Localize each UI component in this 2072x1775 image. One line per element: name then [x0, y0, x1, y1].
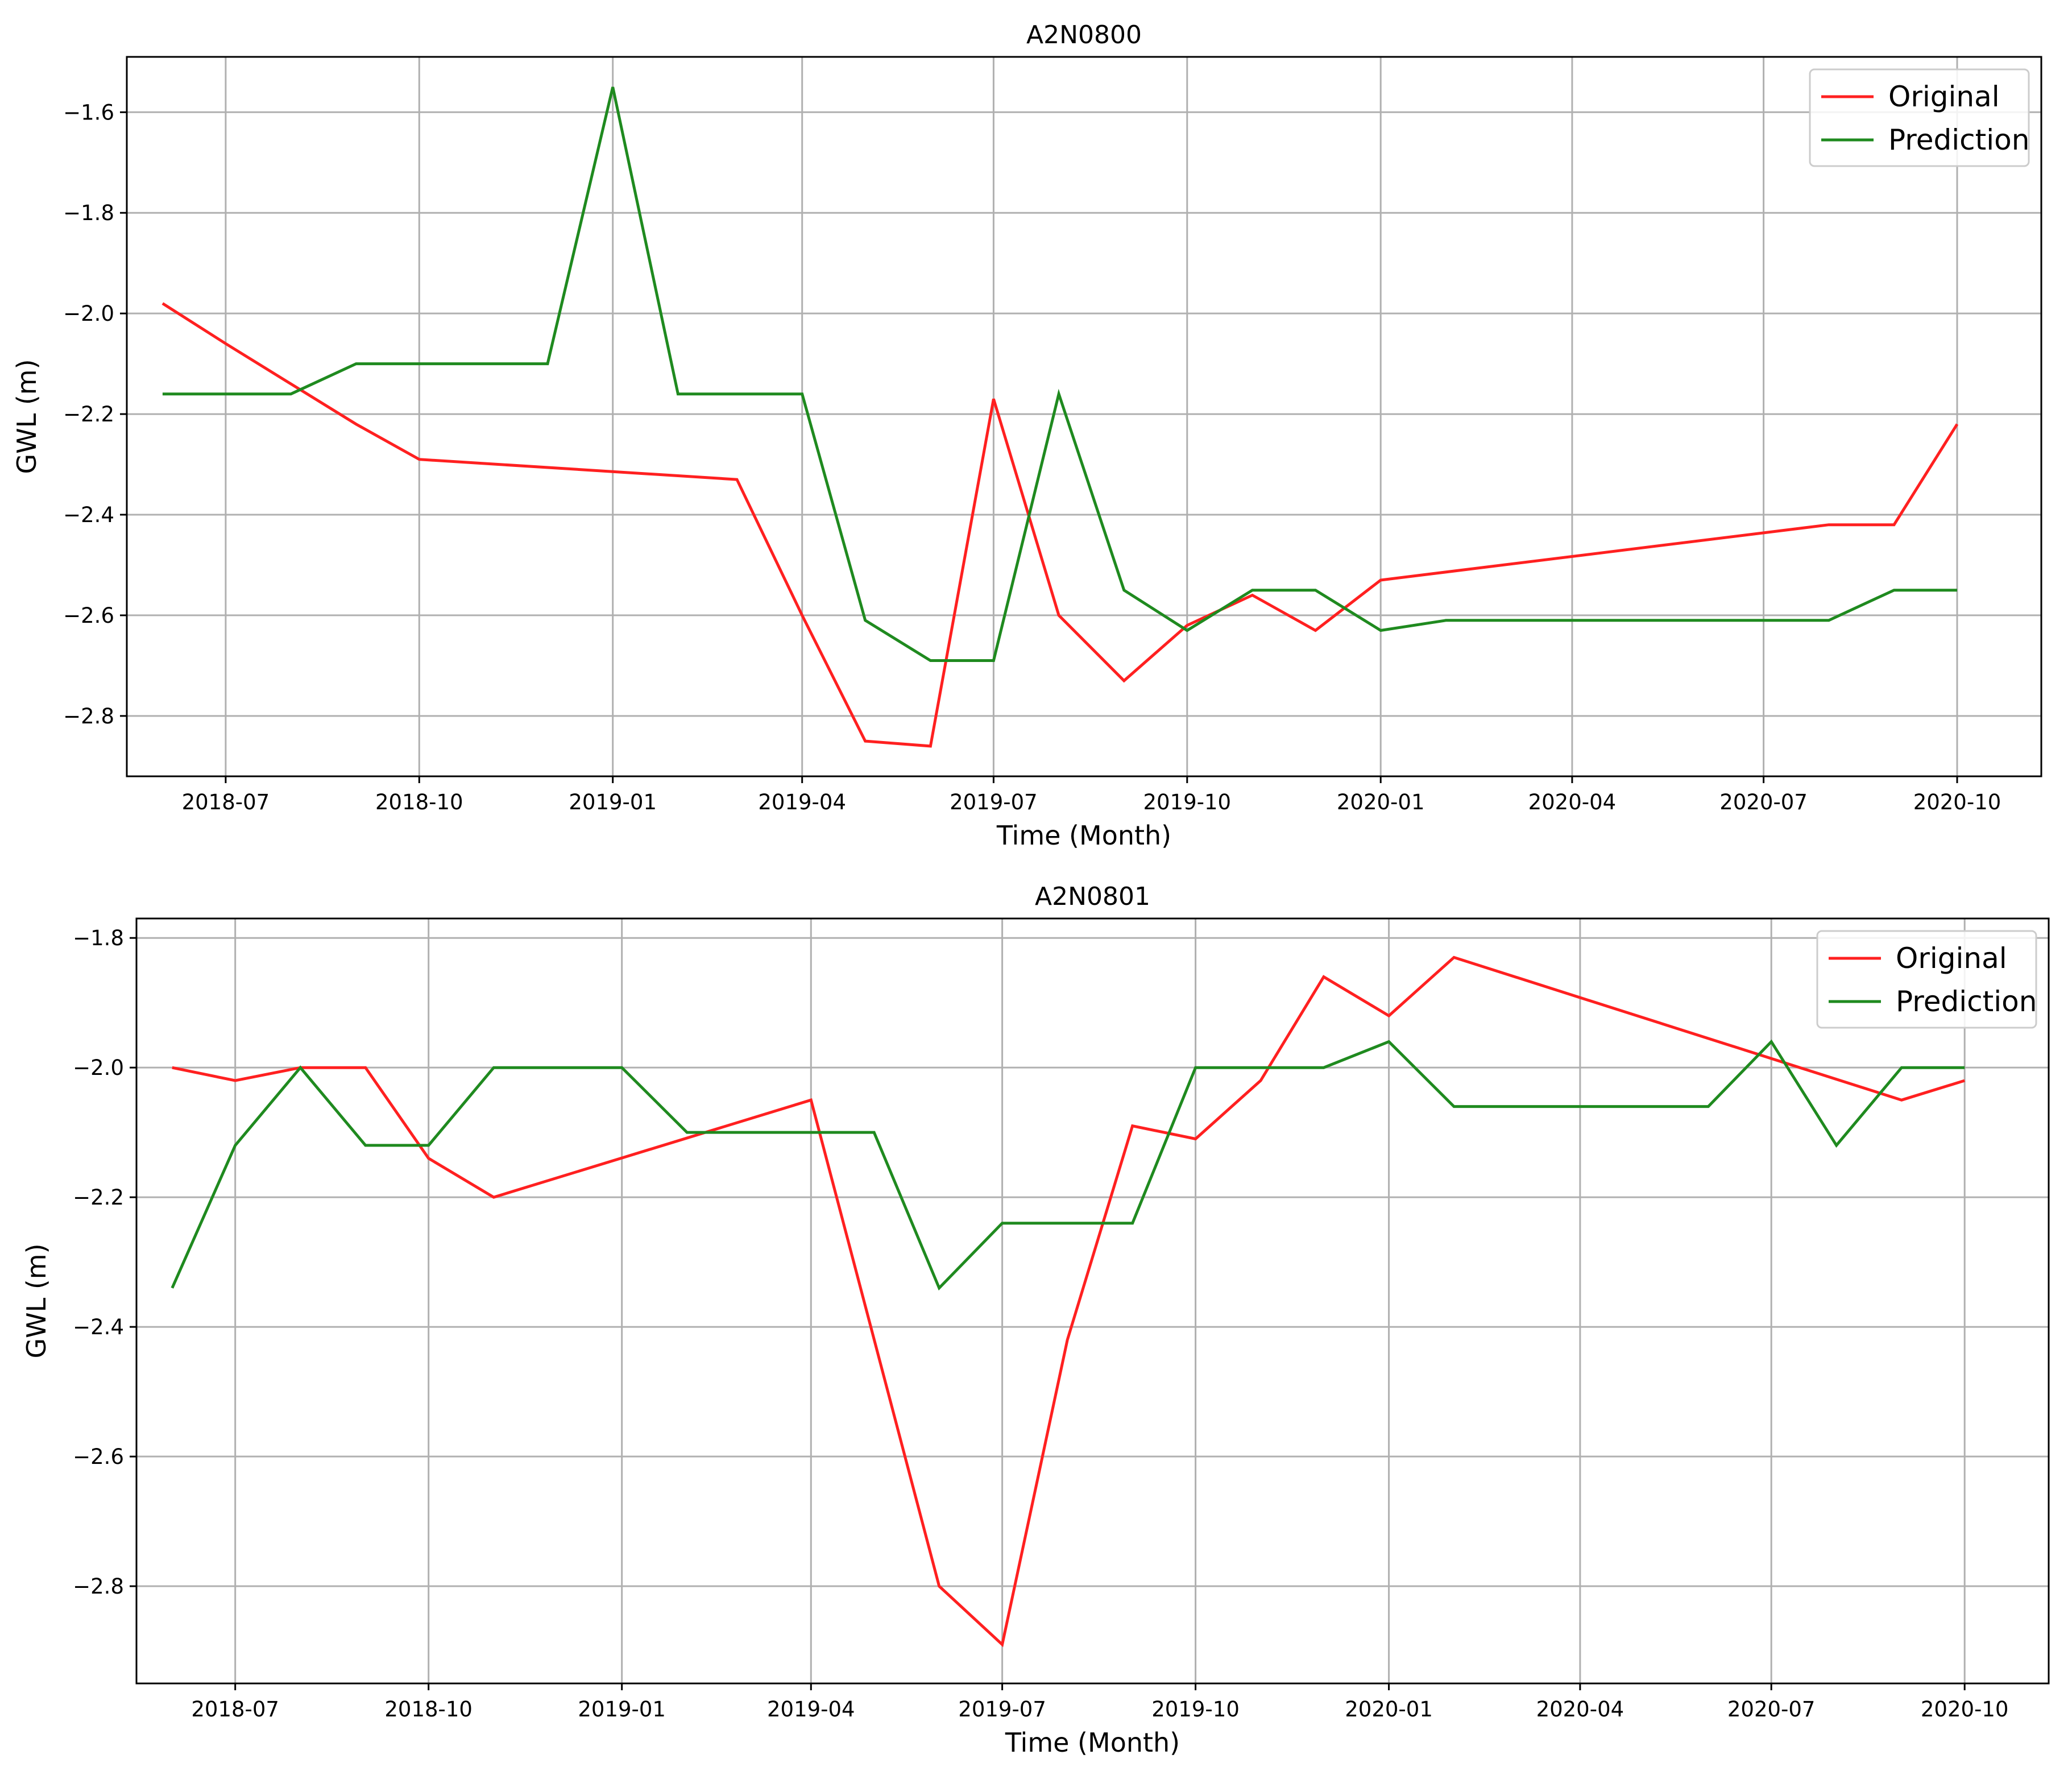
y-tick-label: −2.8 — [73, 1574, 124, 1599]
x-tick-label: 2019-04 — [767, 1697, 855, 1722]
grid — [127, 57, 2041, 776]
x-tick-label: 2019-01 — [578, 1697, 666, 1722]
x-tick-label: 2019-07 — [950, 790, 1038, 814]
x-tick-label: 2020-04 — [1536, 1697, 1625, 1722]
chart-title: A2N0801 — [1035, 882, 1150, 911]
y-tick-label: −2.6 — [73, 1445, 124, 1469]
chart-title: A2N0800 — [1026, 20, 1142, 49]
series-line-prediction — [171, 1039, 1965, 1291]
grid — [136, 918, 2049, 1683]
x-tick-label: 2020-10 — [1921, 1697, 2009, 1722]
y-tick-label: −2.4 — [63, 503, 114, 527]
axes-frame — [126, 56, 2042, 777]
x-tick-label: 2019-07 — [958, 1697, 1046, 1722]
y-tick-label: −1.8 — [63, 201, 114, 225]
legend-label-prediction: Prediction — [1896, 985, 2037, 1018]
x-tick-label: 2018-10 — [375, 790, 463, 814]
legend-label-original: Original — [1896, 942, 2007, 975]
x-tick-label: 2020-01 — [1345, 1697, 1433, 1722]
legend-label-original: Original — [1888, 80, 2000, 113]
y-tick-label: −2.2 — [73, 1185, 124, 1210]
ticks: 2018-07 2018-10 2019-01 2019-04 2019-07 2019-… — [63, 100, 2001, 814]
legend: Original Prediction — [1809, 68, 2030, 167]
x-tick-label: 2018-10 — [384, 1697, 473, 1722]
x-tick-label: 2018-07 — [182, 790, 270, 814]
x-tick-label: 2019-01 — [569, 790, 657, 814]
y-tick-label: −2.2 — [63, 402, 114, 427]
plot-area — [171, 955, 1965, 1648]
chart-panel-a2n0801: 2018-07 2018-10 2019-01 2019-04 2019-07 2019-… — [21, 882, 2050, 1758]
series-line-original — [172, 955, 1965, 1648]
y-tick-label: −2.4 — [73, 1315, 124, 1339]
x-tick-label: 2020-10 — [1913, 790, 2001, 814]
x-tick-label: 2019-10 — [1151, 1697, 1240, 1722]
legend: Original Prediction — [1816, 930, 2037, 1029]
legend-box — [1809, 68, 2030, 167]
x-tick-label: 2018-07 — [191, 1697, 279, 1722]
x-tick-label: 2019-04 — [758, 790, 846, 814]
series-line-prediction — [162, 86, 1957, 662]
y-axis-label: GWL (m) — [11, 359, 42, 474]
plot-area — [161, 86, 1959, 748]
x-tick-label: 2019-10 — [1143, 790, 1231, 814]
y-tick-label: −1.8 — [73, 926, 124, 950]
x-axis-label: Time (Month) — [996, 820, 1171, 851]
x-tick-label: 2020-07 — [1719, 790, 1808, 814]
y-tick-label: −2.0 — [63, 301, 114, 326]
series-line-original — [161, 302, 1959, 748]
x-tick-label: 2020-01 — [1337, 790, 1425, 814]
x-tick-label: 2020-07 — [1727, 1697, 1816, 1722]
legend-box — [1816, 930, 2037, 1029]
y-tick-label: −2.8 — [63, 704, 114, 729]
chart-panel-a2n0800: 2018-07 2018-10 2019-01 2019-04 2019-07 2019-… — [11, 20, 2042, 851]
axes-frame — [135, 917, 2050, 1685]
x-axis-label: Time (Month) — [1005, 1727, 1180, 1758]
y-tick-label: −2.0 — [73, 1056, 124, 1080]
y-tick-label: −2.6 — [63, 603, 114, 628]
y-tick-label: −1.6 — [63, 100, 114, 125]
legend-label-prediction: Prediction — [1888, 123, 2029, 156]
y-axis-label: GWL (m) — [21, 1243, 52, 1358]
ticks: 2018-07 2018-10 2019-01 2019-04 2019-07 2019-… — [73, 926, 2008, 1722]
x-tick-label: 2020-04 — [1528, 790, 1617, 814]
